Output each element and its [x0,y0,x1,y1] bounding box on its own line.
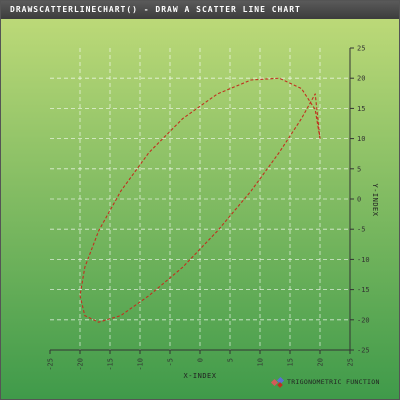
y-tick-label: 10 [357,135,365,143]
y-axis-title: Y-INDEX [371,183,379,216]
y-tick-label: 0 [357,196,361,204]
x-tick-label: -10 [137,358,145,371]
legend-label: TRIGONOMETRIC FUNCTION [287,378,380,386]
series-line [79,77,321,323]
axes: -25 -20 -15 -10 -5 0 5 10 15 20 25-25-20-15-10-505… [47,45,370,371]
x-tick-label: -20 [77,358,85,371]
grid-lines [50,48,350,350]
x-tick-label: 15 [287,358,295,366]
legend-icon [270,376,285,388]
y-tick-label: 20 [357,75,365,83]
x-tick-label: -15 [107,358,115,371]
y-tick-label: -25 [357,347,370,355]
x-tick-label: -5 [167,358,175,366]
x-tick-label: 20 [317,358,325,366]
y-tick-label: 25 [357,45,365,53]
series-layer [79,77,321,323]
x-tick-label: 0 [197,358,205,362]
y-tick-label: 5 [357,165,361,173]
x-tick-label: 5 [227,358,235,362]
y-tick-label: -5 [357,226,365,234]
title-bar: DRAWSCATTERLINECHART() - DRAW A SCATTER … [1,1,399,19]
y-tick-label: -10 [357,256,370,264]
chart-title: DRAWSCATTERLINECHART() - DRAW A SCATTER … [10,5,301,14]
x-axis-title: X-INDEX [183,372,216,380]
y-tick-label: -20 [357,316,370,324]
x-tick-label: 25 [347,358,355,366]
y-tick-label: -15 [357,286,370,294]
x-tick-label: -25 [47,358,55,371]
y-tick-label: 15 [357,105,365,113]
legend: TRIGONOMETRIC FUNCTION [270,376,380,388]
x-tick-label: 10 [257,358,265,366]
